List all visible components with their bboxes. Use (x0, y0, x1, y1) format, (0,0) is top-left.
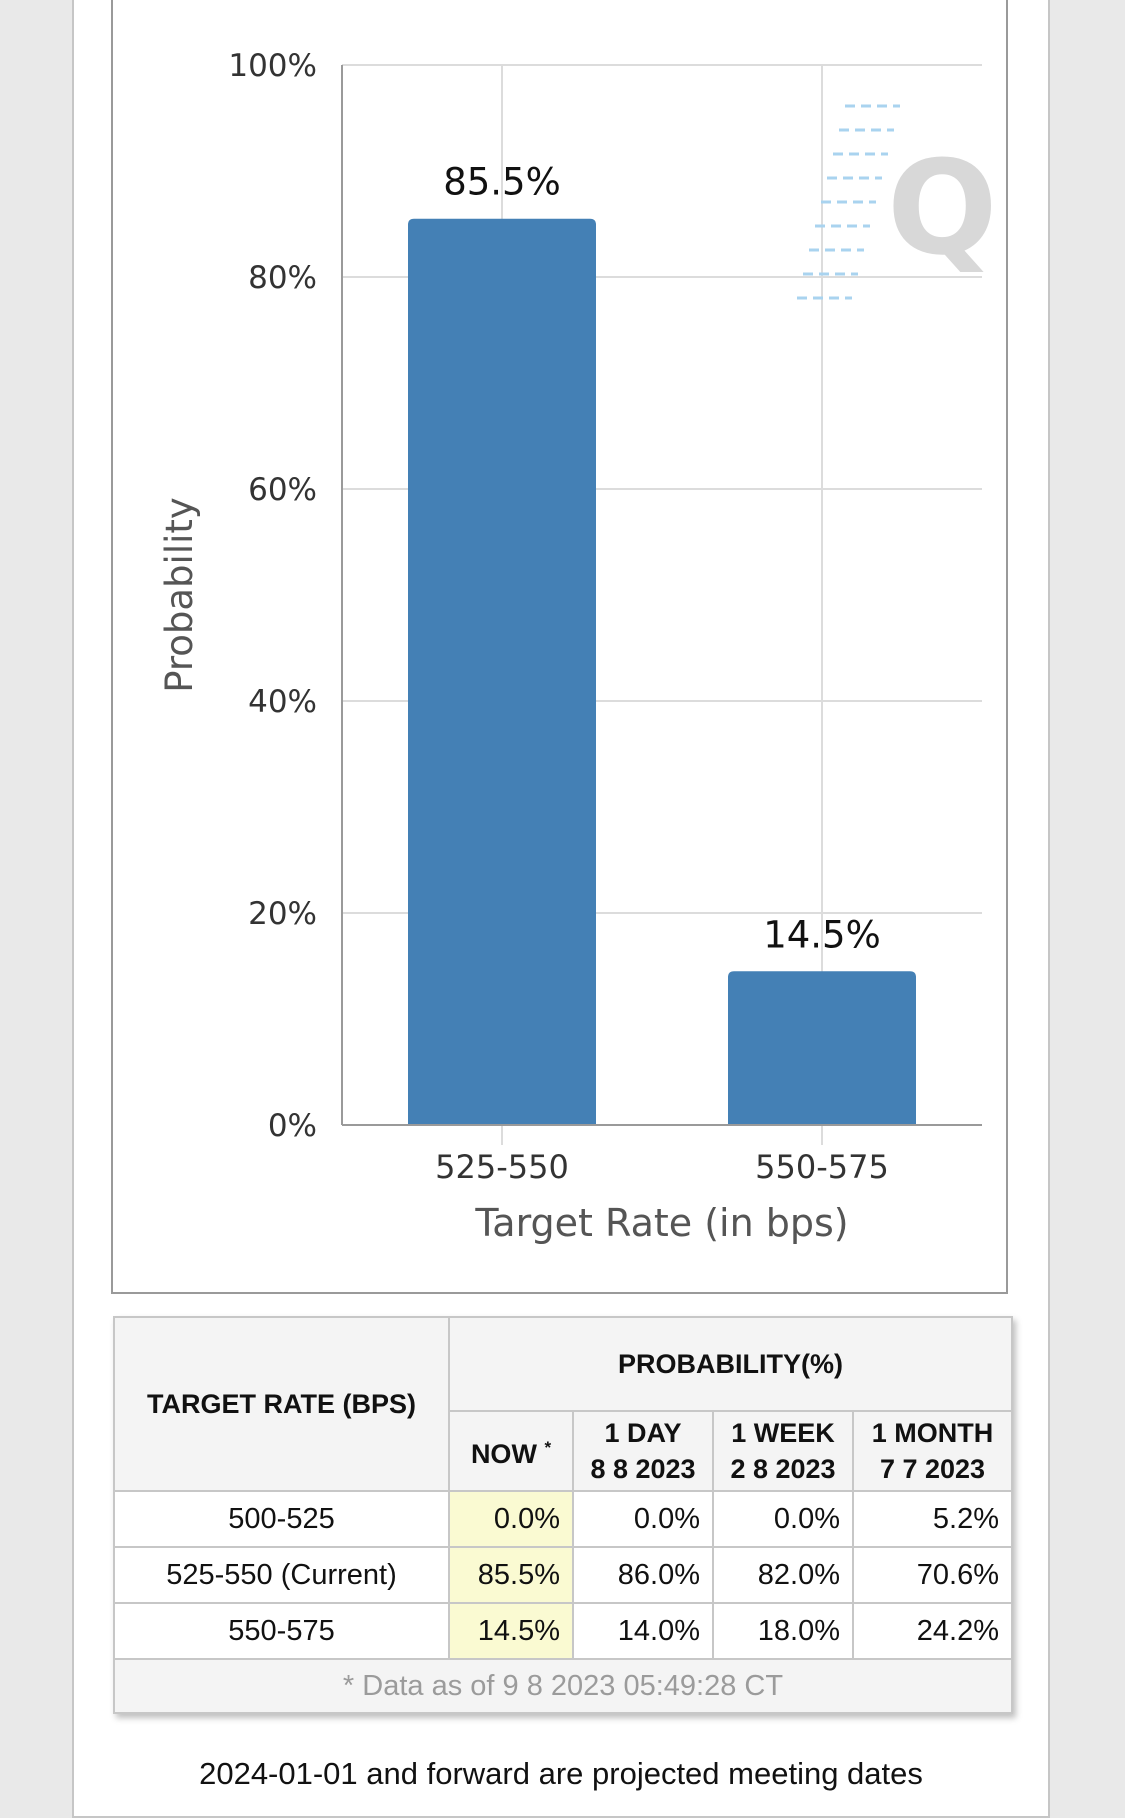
now-cell: 0.0% (448, 1490, 574, 1548)
watermark-logo: Q (887, 132, 998, 284)
week-cell: 0.0% (712, 1490, 854, 1548)
y-tick-label: 0% (268, 1108, 317, 1144)
probability-header: PROBABILITY(%) (448, 1316, 1013, 1412)
col-header-now-note: * (544, 1438, 552, 1457)
chart-container: 0% 20% 40% 60% 80% 100% Q 85.5% 525-550 14.5% 550-… (111, 0, 1008, 1294)
bar (728, 971, 916, 1125)
col-header-date: 7 7 2023 (879, 1454, 986, 1484)
col-header-now: NOW * (448, 1410, 574, 1492)
col-header-1-week: 1 WEEK 2 8 2023 (712, 1410, 854, 1492)
day-cell: 0.0% (572, 1490, 714, 1548)
col-header-date: 8 8 2023 (590, 1454, 696, 1484)
data-label: 85.5% (443, 161, 561, 204)
probability-table: TARGET RATE (BPS) PROBABILITY(%) NOW * 1… (113, 1316, 1013, 1714)
x-axis-title: Target Rate (in bps) (474, 1201, 848, 1245)
week-cell: 82.0% (712, 1546, 854, 1604)
col-header-label: 1 MONTH (871, 1418, 994, 1448)
probability-bar-chart: 0% 20% 40% 60% 80% 100% Q 85.5% 525-550 14.5% 550-… (158, 48, 998, 1245)
rate-cell: 525-550 (Current) (113, 1546, 450, 1604)
y-tick-label: 60% (248, 472, 317, 508)
projected-dates-note: 2024-01-01 and forward are projected mee… (199, 1756, 923, 1791)
y-tick-label: 100% (228, 48, 317, 84)
y-tick-label: 80% (248, 260, 317, 296)
data-timestamp-footnote: * Data as of 9 8 2023 05:49:28 CT (113, 1658, 1013, 1714)
x-tick-label: 525-550 (435, 1148, 569, 1186)
day-cell: 14.0% (572, 1602, 714, 1660)
table-row: 525-550 (Current) 85.5% 86.0% 82.0% 70.6… (113, 1546, 1013, 1604)
now-cell: 14.5% (448, 1602, 574, 1660)
y-tick-label: 40% (248, 684, 317, 720)
x-tick-label: 550-575 (755, 1148, 889, 1186)
rate-cell: 550-575 (113, 1602, 450, 1660)
table-row: 550-575 14.5% 14.0% 18.0% 24.2% (113, 1602, 1013, 1660)
day-cell: 86.0% (572, 1546, 714, 1604)
rate-cell: 500-525 (113, 1490, 450, 1548)
bar (408, 218, 596, 1125)
col-header-now-label: NOW (470, 1439, 537, 1469)
month-cell: 24.2% (852, 1602, 1013, 1660)
data-label: 14.5% (763, 913, 881, 956)
col-header-label: 1 WEEK (731, 1418, 835, 1448)
table-row: 500-525 0.0% 0.0% 0.0% 5.2% (113, 1490, 1013, 1548)
col-header-1-day: 1 DAY 8 8 2023 (572, 1410, 714, 1492)
target-rate-header: TARGET RATE (BPS) (113, 1316, 450, 1492)
col-header-date: 2 8 2023 (730, 1454, 836, 1484)
now-cell: 85.5% (448, 1546, 574, 1604)
week-cell: 18.0% (712, 1602, 854, 1660)
y-tick-label: 20% (248, 896, 317, 932)
month-cell: 5.2% (852, 1490, 1013, 1548)
col-header-label: 1 DAY (604, 1418, 682, 1448)
month-cell: 70.6% (852, 1546, 1013, 1604)
y-axis-title: Probability (158, 497, 201, 693)
col-header-1-month: 1 MONTH 7 7 2023 (852, 1410, 1013, 1492)
